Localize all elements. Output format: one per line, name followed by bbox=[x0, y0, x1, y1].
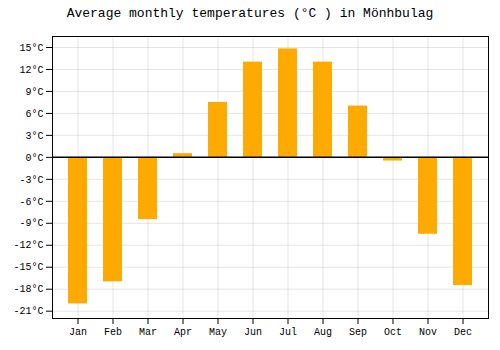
svg-text:Dec: Dec bbox=[454, 327, 472, 338]
svg-text:-6°C: -6°C bbox=[19, 197, 43, 208]
svg-text:12°C: 12°C bbox=[19, 65, 43, 76]
svg-text:Sep: Sep bbox=[349, 327, 367, 338]
svg-text:-15°C: -15°C bbox=[13, 262, 43, 273]
svg-text:Nov: Nov bbox=[419, 327, 437, 338]
svg-text:-9°C: -9°C bbox=[19, 218, 43, 229]
svg-text:-18°C: -18°C bbox=[13, 284, 43, 295]
svg-text:15°C: 15°C bbox=[19, 43, 43, 54]
svg-text:9°C: 9°C bbox=[25, 87, 43, 98]
svg-text:Aug: Aug bbox=[314, 327, 332, 338]
svg-text:-12°C: -12°C bbox=[13, 240, 43, 251]
svg-text:-3°C: -3°C bbox=[19, 175, 43, 186]
svg-text:0°C: 0°C bbox=[25, 153, 43, 164]
svg-text:Apr: Apr bbox=[174, 327, 192, 338]
svg-text:Jul: Jul bbox=[279, 327, 297, 338]
svg-text:3°C: 3°C bbox=[25, 131, 43, 142]
html-text:Average monthly temperatures (: Average monthly temperatures (°C ) in Mö… bbox=[66, 6, 434, 21]
svg-text:Mar: Mar bbox=[139, 327, 157, 338]
svg-text:6°C: 6°C bbox=[25, 109, 43, 120]
svg-text:May: May bbox=[209, 327, 227, 338]
svg-text:Feb: Feb bbox=[104, 327, 122, 338]
svg-text:-21°C: -21°C bbox=[13, 306, 43, 317]
svg-text:Jun: Jun bbox=[244, 327, 262, 338]
svg-text:Jan: Jan bbox=[69, 327, 87, 338]
svg-text:Oct: Oct bbox=[384, 327, 402, 338]
